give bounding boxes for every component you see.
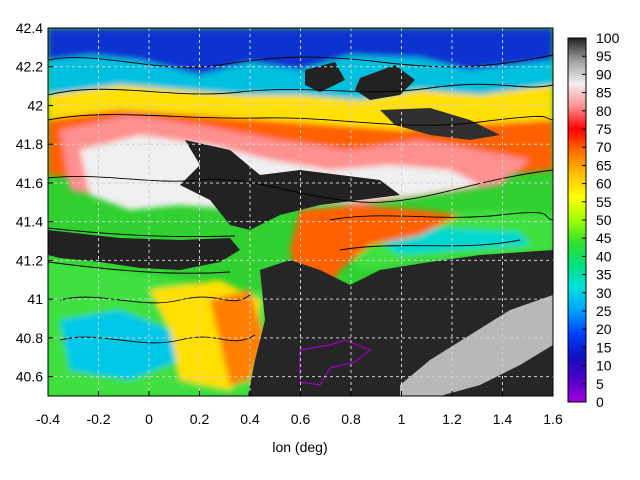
contour-line-purple [299, 339, 372, 386]
sea-region-dark-center [180, 140, 400, 230]
contour-line [48, 261, 231, 274]
colorbar-tick-label: 0 [596, 394, 604, 410]
colorbar: 0 5 10 15 20 25 30 35 40 45 50 55 60 65 70 75 80 85 90 95 10… [567, 30, 620, 410]
colorbar-tick-label: 5 [596, 376, 604, 392]
colorbar-tick-label: 90 [596, 66, 612, 82]
colorbar-tick-label: 35 [596, 267, 612, 283]
contour-line [329, 212, 553, 221]
sea-region-dark-north-1 [305, 62, 345, 92]
contour-line [59, 294, 251, 304]
x-tick-label: -0.2 [86, 411, 110, 427]
colorbar-tick-label: 60 [596, 176, 612, 192]
grid-lines [48, 28, 553, 396]
colorbar-tick-label: 95 [596, 48, 612, 64]
y-tick-label: 42.4 [16, 20, 43, 36]
colorbar-fill [568, 38, 586, 402]
colorbar-tick-label: 80 [596, 103, 612, 119]
colorbar-tick-label: 25 [596, 303, 612, 319]
colorbar-tick-label: 70 [596, 139, 612, 155]
y-axis: 40.6 40.8 41 41.2 41.4 41.6 41.8 42 42.2 42.4 [16, 20, 53, 385]
y-tick-label: 41.4 [16, 214, 43, 230]
colorbar-tick-label: 20 [596, 321, 612, 337]
x-tick-label: -0.4 [36, 411, 60, 427]
x-axis-title: lon (deg) [272, 439, 327, 455]
x-tick-label: 1.2 [442, 411, 462, 427]
y-tick-label: 41.6 [16, 175, 43, 191]
heatmap-plot-area [48, 28, 553, 396]
sea-region-dark-north-3 [380, 108, 500, 140]
sea-region-light [400, 295, 553, 396]
heatmap-region-orange-southwest [210, 290, 265, 385]
contour-line [48, 169, 553, 203]
colorbar-tick-label: 50 [596, 212, 612, 228]
x-tick-label: 0.8 [341, 411, 361, 427]
contour-line [48, 114, 553, 126]
colorbar-tick-label: 65 [596, 157, 612, 173]
heatmap-region-blue-north [48, 28, 553, 75]
y-tick-label: 42.2 [16, 59, 43, 75]
y-tick-label: 41.8 [16, 136, 43, 152]
x-tick-label: 1.6 [543, 411, 563, 427]
colorbar-tick-label: 40 [596, 248, 612, 264]
colorbar-tick-label: 75 [596, 121, 612, 137]
colorbar-tick-label: 55 [596, 194, 612, 210]
y-tick-label: 41 [27, 291, 43, 307]
x-tick-label: 0 [145, 411, 153, 427]
y-tick-label: 41.2 [16, 252, 43, 268]
x-tick-label: 1.4 [493, 411, 513, 427]
y-tick-label: 40.6 [16, 369, 43, 385]
contour-lines [48, 54, 553, 344]
colorbar-tick-label: 85 [596, 85, 612, 101]
x-tick-label: 0.6 [291, 411, 311, 427]
colorbar-tick-label: 15 [596, 339, 612, 355]
colorbar-tick-label: 10 [596, 358, 612, 374]
y-tick-label: 40.8 [16, 330, 43, 346]
x-axis: -0.4 -0.2 0 0.2 0.4 0.6 0.8 1 1.2 1.4 1.6 [36, 391, 563, 427]
colorbar-tick-label: 30 [596, 285, 612, 301]
colorbar-tick-label: 45 [596, 230, 612, 246]
contour-line [48, 227, 236, 238]
x-tick-label: 1 [398, 411, 406, 427]
contour-line [339, 239, 521, 251]
y-tick-label: 42 [27, 97, 43, 113]
heatmap-region-cyan-south [60, 310, 180, 380]
contour-line [48, 83, 553, 96]
x-tick-label: 0.2 [190, 411, 210, 427]
contour-line [59, 334, 256, 344]
x-tick-label: 0.4 [240, 411, 260, 427]
colorbar-tick-label: 100 [596, 30, 620, 46]
